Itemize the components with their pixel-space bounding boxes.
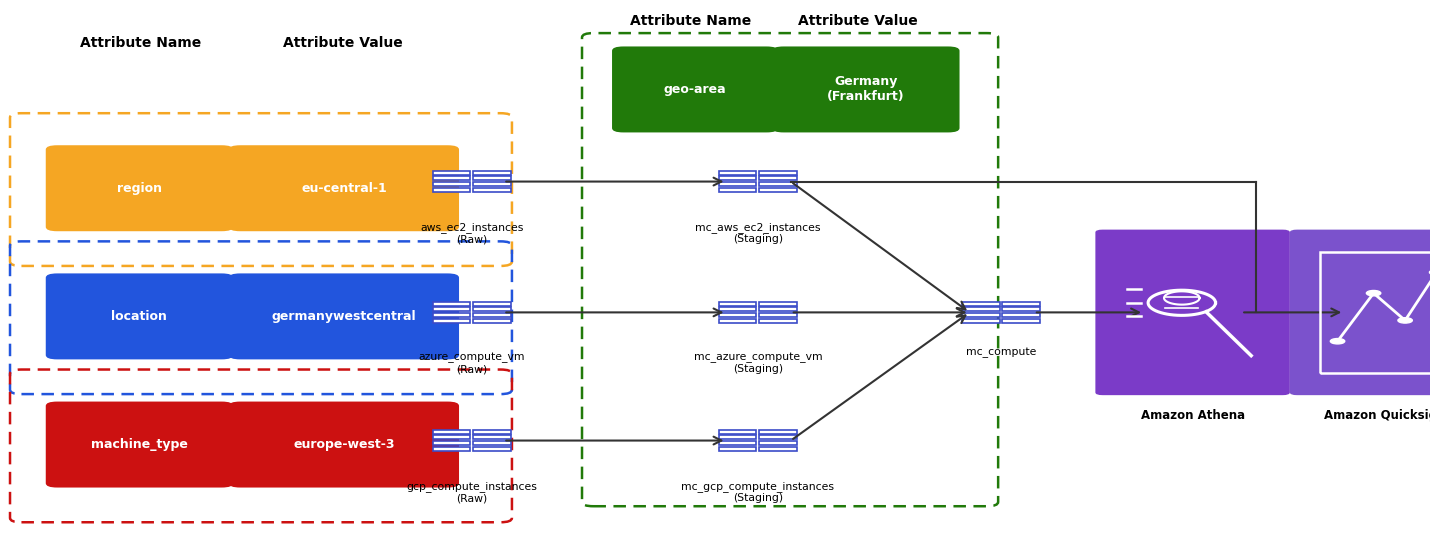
Text: mc_compute: mc_compute <box>965 347 1037 357</box>
Bar <box>719 447 756 451</box>
Text: europe-west-3: europe-west-3 <box>293 438 395 451</box>
Bar <box>719 435 756 439</box>
Bar <box>962 319 1000 323</box>
Text: mc_gcp_compute_instances
(Staging): mc_gcp_compute_instances (Staging) <box>682 481 834 503</box>
Text: machine_type: machine_type <box>92 438 187 451</box>
Bar <box>759 319 797 323</box>
Bar <box>719 313 756 317</box>
Bar <box>759 313 797 317</box>
Circle shape <box>1330 339 1344 344</box>
Bar <box>962 313 1000 317</box>
Bar <box>719 319 756 323</box>
Bar <box>962 302 1000 305</box>
Bar <box>473 435 511 439</box>
FancyBboxPatch shape <box>1095 230 1290 395</box>
Bar <box>433 441 470 445</box>
Bar <box>433 435 470 439</box>
Bar <box>473 430 511 434</box>
Bar <box>719 188 756 192</box>
Bar <box>433 171 470 175</box>
Bar <box>433 307 470 311</box>
FancyBboxPatch shape <box>229 402 459 488</box>
Bar <box>473 176 511 180</box>
Bar <box>719 441 756 445</box>
Bar <box>433 188 470 192</box>
Bar <box>473 319 511 323</box>
Text: germanywestcentral: germanywestcentral <box>272 310 416 323</box>
Bar <box>473 307 511 311</box>
Text: mc_azure_compute_vm
(Staging): mc_azure_compute_vm (Staging) <box>694 352 822 374</box>
FancyBboxPatch shape <box>612 46 778 132</box>
Bar <box>759 302 797 305</box>
Bar <box>962 307 1000 311</box>
Text: Amazon Athena: Amazon Athena <box>1141 409 1244 421</box>
Bar <box>719 307 756 311</box>
FancyBboxPatch shape <box>46 402 233 488</box>
Bar <box>759 307 797 311</box>
Circle shape <box>1399 318 1413 323</box>
Bar <box>1002 319 1040 323</box>
Bar <box>433 447 470 451</box>
Bar <box>473 171 511 175</box>
FancyBboxPatch shape <box>229 273 459 359</box>
Text: Amazon Quicksight: Amazon Quicksight <box>1324 409 1430 421</box>
Bar <box>473 441 511 445</box>
Bar <box>719 182 756 186</box>
Bar <box>719 430 756 434</box>
Circle shape <box>1367 290 1381 296</box>
Bar <box>719 302 756 305</box>
FancyBboxPatch shape <box>1290 230 1430 395</box>
Bar <box>473 188 511 192</box>
Bar <box>433 313 470 317</box>
FancyBboxPatch shape <box>46 273 233 359</box>
Bar <box>433 176 470 180</box>
Bar <box>473 447 511 451</box>
Bar <box>759 171 797 175</box>
Bar <box>759 182 797 186</box>
Text: mc_aws_ec2_instances
(Staging): mc_aws_ec2_instances (Staging) <box>695 222 821 244</box>
Text: geo-area: geo-area <box>664 83 726 96</box>
Text: location: location <box>112 310 167 323</box>
Text: gcp_compute_instances
(Raw): gcp_compute_instances (Raw) <box>406 481 538 503</box>
Bar <box>759 176 797 180</box>
Bar <box>759 430 797 434</box>
Text: aws_ec2_instances
(Raw): aws_ec2_instances (Raw) <box>420 222 523 244</box>
Bar <box>1002 313 1040 317</box>
Bar <box>759 441 797 445</box>
FancyBboxPatch shape <box>46 145 233 231</box>
FancyBboxPatch shape <box>772 46 960 132</box>
Bar <box>473 182 511 186</box>
Bar <box>433 182 470 186</box>
Text: eu-central-1: eu-central-1 <box>302 182 386 195</box>
Text: region: region <box>117 182 162 195</box>
Bar <box>433 319 470 323</box>
Bar <box>1002 307 1040 311</box>
Bar <box>719 176 756 180</box>
Text: Attribute Name: Attribute Name <box>631 14 751 28</box>
Bar <box>759 188 797 192</box>
Bar <box>1002 302 1040 305</box>
Bar <box>759 447 797 451</box>
Text: azure_compute_vm
(Raw): azure_compute_vm (Raw) <box>419 352 525 374</box>
Bar <box>433 430 470 434</box>
Bar <box>473 313 511 317</box>
Bar <box>473 302 511 305</box>
Text: Attribute Value: Attribute Value <box>798 14 918 28</box>
Bar <box>719 171 756 175</box>
Bar <box>433 302 470 305</box>
Text: Attribute Name: Attribute Name <box>80 36 200 50</box>
Text: Germany
(Frankfurt): Germany (Frankfurt) <box>827 75 905 104</box>
Bar <box>759 435 797 439</box>
Text: Attribute Value: Attribute Value <box>283 36 403 50</box>
FancyBboxPatch shape <box>229 145 459 231</box>
